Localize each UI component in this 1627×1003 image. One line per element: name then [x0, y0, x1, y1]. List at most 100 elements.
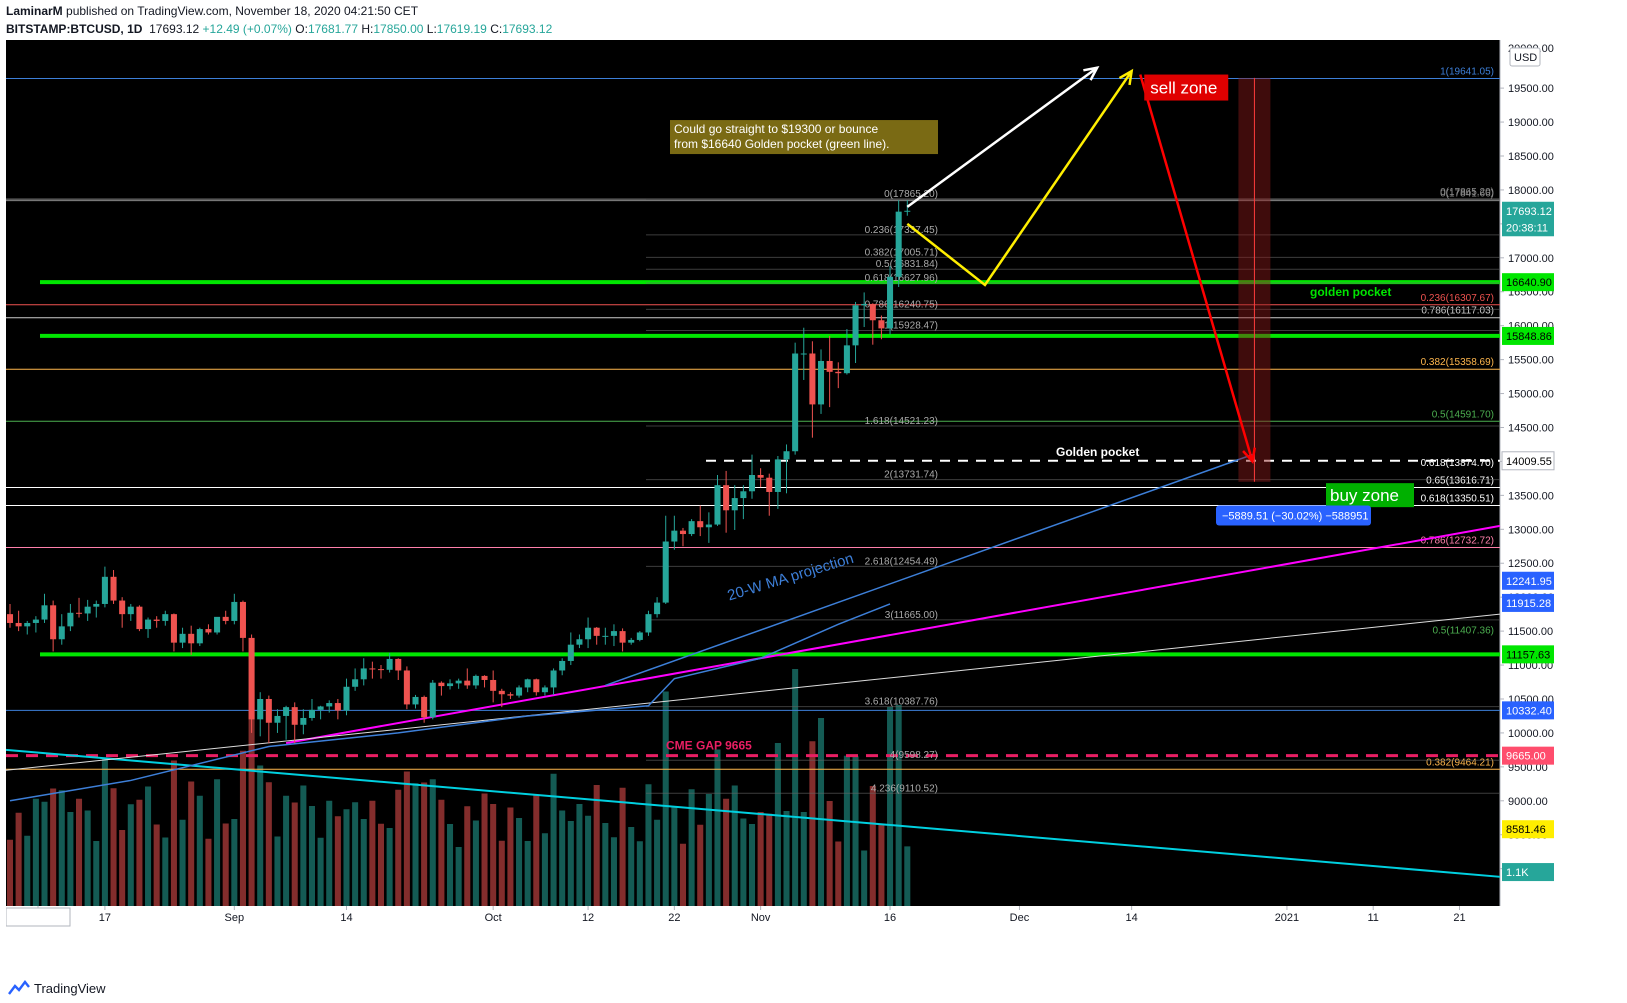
candle-body	[326, 703, 333, 707]
candle-body	[58, 626, 65, 640]
fib-extension-label: 4.236(9110.52)	[871, 783, 938, 794]
last-price: 17693.12	[149, 22, 200, 36]
chart-header: LaminarM published on TradingView.com, N…	[0, 0, 1627, 40]
volume-bar	[300, 785, 307, 906]
tradingview-logo-icon[interactable]	[8, 980, 30, 996]
time-tick-label: 12	[582, 912, 594, 924]
candle-body	[869, 303, 876, 321]
volume-bar	[524, 841, 531, 906]
white-arrow-line	[906, 66, 1098, 208]
long-trendline	[6, 613, 1501, 771]
volume-bar	[697, 824, 704, 906]
volume-bar	[93, 841, 100, 906]
price-tag: 15848.86	[1502, 326, 1554, 345]
candle	[800, 327, 807, 380]
footer: TradingView	[0, 976, 1627, 1003]
candle-body	[541, 687, 548, 693]
price-tag-box	[1502, 820, 1554, 839]
white-arrow	[906, 66, 1100, 208]
fib-extension-label: 4(9598.27)	[890, 750, 938, 761]
symbol-label[interactable]: BITSTAMP:BTCUSD, 1D	[6, 22, 143, 36]
candle-body	[377, 669, 385, 671]
fib-extension-label: 1(15928.47)	[884, 321, 938, 332]
candle-body	[619, 631, 626, 643]
candle-body	[222, 616, 229, 621]
candle	[472, 674, 479, 689]
candle	[162, 610, 169, 626]
candle	[41, 593, 48, 623]
candle-body	[76, 612, 83, 614]
author-name[interactable]: LaminarM	[6, 4, 63, 18]
volume-bar	[472, 820, 479, 906]
volume-bar	[507, 807, 514, 906]
volume-bar	[783, 811, 790, 906]
volume-bar	[757, 812, 764, 906]
volume-bar	[740, 818, 747, 906]
candle	[843, 329, 850, 375]
candle	[593, 627, 600, 645]
volume-bar	[610, 837, 617, 906]
candle	[265, 695, 272, 744]
candle	[76, 597, 83, 618]
candle	[283, 705, 290, 740]
price-chart[interactable]: 8000.008500.009000.009500.0010000.001050…	[6, 40, 1620, 972]
price-tag-text: 10332.40	[1506, 705, 1552, 717]
volume-bar	[835, 841, 842, 906]
volume-bar	[265, 782, 272, 906]
candle-body	[438, 682, 445, 687]
candle-body	[127, 606, 134, 615]
candle	[490, 670, 497, 703]
candle	[792, 342, 799, 455]
candle-body	[24, 622, 31, 627]
candle	[274, 709, 281, 733]
candle-body	[386, 658, 393, 670]
golden-pocket-upper-label: golden pocket	[1310, 285, 1391, 299]
candle-body	[145, 619, 152, 630]
volume-bar	[231, 819, 238, 906]
candle-body	[818, 360, 825, 405]
price-tag-box	[1502, 593, 1554, 612]
fib-level-label: 1(19641.05)	[1440, 67, 1494, 78]
candle	[705, 512, 712, 543]
price-tick-label: 19500.00	[1508, 83, 1554, 95]
candle	[300, 709, 307, 735]
high-label: H:	[361, 22, 374, 36]
candle	[766, 473, 773, 516]
candle-body	[67, 612, 74, 627]
chart-area[interactable]: 8000.008500.009000.009500.0010000.001050…	[6, 40, 1620, 972]
fib-level-label: 0.618(13874.70)	[1421, 458, 1494, 469]
volume-bar	[6, 839, 14, 906]
candle	[369, 661, 376, 679]
price-tag: 20:38:11	[1502, 218, 1554, 237]
candle-body	[179, 633, 186, 643]
candle	[835, 362, 842, 389]
time-tick-label: Dec	[1010, 912, 1030, 924]
candle	[619, 628, 626, 652]
tradingview-brand[interactable]: TradingView	[34, 981, 106, 996]
price-tag-text: 17693.12	[1506, 206, 1552, 218]
fib-extension-label: 3.618(10387.76)	[865, 697, 938, 708]
candle	[723, 470, 730, 533]
volume-bar	[110, 788, 117, 906]
candle	[645, 610, 652, 636]
candle-body	[170, 614, 177, 643]
volume-bar	[291, 802, 298, 906]
volume-bar	[377, 823, 385, 906]
volume-bar	[196, 795, 203, 906]
volume-bar	[438, 799, 445, 906]
fib-extension-label: 0.618(16627.96)	[865, 273, 938, 284]
volume-bar	[541, 833, 548, 906]
candle	[818, 349, 825, 414]
fib-level-label: 0.786(12732.72)	[1421, 535, 1494, 546]
candle-body	[395, 658, 402, 671]
candle-body	[679, 530, 686, 535]
candle	[343, 678, 350, 716]
price-axis-background	[1500, 40, 1620, 972]
candle	[84, 599, 91, 621]
candle	[464, 668, 471, 689]
volume-bar	[731, 785, 738, 906]
sell-zone-label: sell zone	[1144, 74, 1229, 101]
price-change: +12.49 (+0.07%)	[202, 22, 292, 36]
volume-bar	[766, 813, 773, 906]
candle-body	[265, 698, 272, 723]
